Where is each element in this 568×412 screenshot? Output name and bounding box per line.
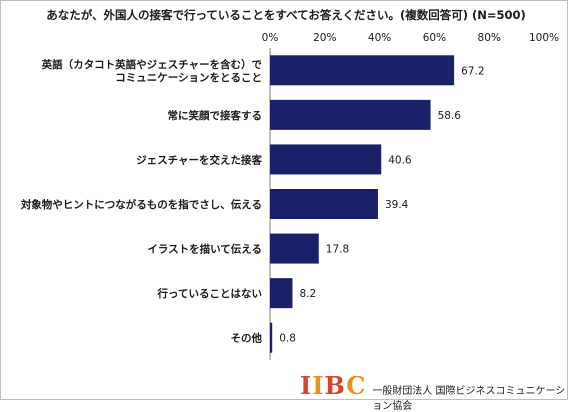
category-label: 常に笑顔で接客する xyxy=(168,109,263,122)
x-tick-label: 60% xyxy=(423,32,446,44)
bar-chart: あなたが、外国人の接客で行っていることをすべてお答えください。(複数回答可) (… xyxy=(20,8,559,360)
x-tick-label: 20% xyxy=(313,32,336,44)
value-label: 8.2 xyxy=(299,288,316,300)
category-label-line: イラストを描いて伝える xyxy=(147,243,262,256)
bar xyxy=(270,189,378,219)
bar xyxy=(270,322,273,353)
bar xyxy=(270,55,455,86)
category-label-line: 対象物やヒントにつながるものを指でさし、伝える xyxy=(20,198,262,211)
category-label-line: ジェスチャーを交えた接客 xyxy=(136,153,262,166)
category-label: 行っていることはない xyxy=(157,287,262,300)
bar xyxy=(270,144,382,175)
category-label-line: その他 xyxy=(231,332,263,345)
bars xyxy=(270,55,455,353)
x-tick-label: 100% xyxy=(529,32,559,44)
category-label: 英語（カタコト英語やジェスチャーを含む）でコミュニケーションをとること xyxy=(41,58,263,84)
bar xyxy=(270,99,431,130)
value-label: 39.4 xyxy=(385,199,409,211)
x-tick-label: 0% xyxy=(262,32,279,44)
value-label: 58.6 xyxy=(438,110,462,122)
category-label: その他 xyxy=(231,332,263,345)
category-label: 対象物やヒントにつながるものを指でさし、伝える xyxy=(20,198,262,211)
category-label: ジェスチャーを交えた接客 xyxy=(136,153,262,166)
category-labels: 英語（カタコト英語やジェスチャーを含む）でコミュニケーションをとること常に笑顔で… xyxy=(20,58,263,345)
organization-name: 一般財団法人 国際ビジネスコミュニケーション協会 xyxy=(372,386,566,412)
category-label-line: コミュニケーションをとること xyxy=(115,72,262,84)
value-label: 40.6 xyxy=(388,154,412,166)
category-label: イラストを描いて伝える xyxy=(147,243,262,256)
x-tick-label: 40% xyxy=(368,32,391,44)
value-label: 17.8 xyxy=(326,244,349,256)
x-axis-ticks: 0% 20% 40% 60% 80% 100% xyxy=(262,32,559,44)
logo-mark: IIBC xyxy=(300,371,367,400)
iibc-logo: IIBC 一般財団法人 国際ビジネスコミュニケーション協会 xyxy=(300,371,568,412)
bar xyxy=(270,278,293,309)
value-labels: 67.2 58.6 40.6 39.4 17.8 8.2 0.8 xyxy=(279,65,484,344)
category-label-line: 常に笑顔で接客する xyxy=(168,109,263,122)
x-tick-label: 80% xyxy=(478,32,501,44)
value-label: 67.2 xyxy=(461,65,484,77)
chart-title: あなたが、外国人の接客で行っていることをすべてお答えください。(複数回答可) (… xyxy=(46,8,526,22)
value-label: 0.8 xyxy=(279,333,296,345)
bar xyxy=(270,233,319,264)
category-label-line: 英語（カタコト英語やジェスチャーを含む）で xyxy=(41,58,263,71)
category-label-line: 行っていることはない xyxy=(157,287,262,300)
